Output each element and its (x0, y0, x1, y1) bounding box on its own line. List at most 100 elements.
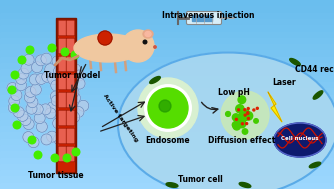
Circle shape (74, 78, 85, 89)
Bar (0, 25, 334, 32)
Circle shape (17, 110, 28, 121)
Bar (0, 38, 334, 45)
Circle shape (57, 116, 68, 127)
Circle shape (244, 110, 249, 115)
Circle shape (73, 106, 84, 118)
Ellipse shape (74, 34, 142, 62)
Bar (56, 18, 76, 173)
Circle shape (240, 115, 247, 122)
Circle shape (23, 132, 34, 143)
Circle shape (51, 95, 62, 106)
Circle shape (48, 74, 59, 85)
Circle shape (159, 100, 171, 112)
Bar (0, 145, 334, 152)
Circle shape (35, 55, 46, 66)
Circle shape (11, 71, 19, 79)
Circle shape (241, 118, 245, 123)
Bar (192, 15, 212, 21)
Circle shape (60, 112, 71, 123)
Bar (0, 176, 334, 183)
Text: Laser: Laser (272, 78, 296, 87)
Circle shape (238, 121, 245, 128)
Circle shape (244, 109, 246, 111)
FancyBboxPatch shape (66, 110, 75, 126)
Circle shape (42, 71, 53, 82)
Bar (0, 69, 334, 76)
Text: Active targeting: Active targeting (102, 93, 138, 143)
Circle shape (8, 86, 16, 94)
Circle shape (26, 103, 37, 114)
Bar (0, 113, 334, 120)
Text: CD44 receptor: CD44 receptor (295, 65, 334, 74)
Text: Tumor tissue: Tumor tissue (28, 171, 84, 180)
Circle shape (61, 48, 69, 56)
Bar (0, 139, 334, 145)
Circle shape (45, 64, 56, 75)
Circle shape (51, 154, 59, 162)
Circle shape (51, 80, 62, 91)
Circle shape (41, 134, 52, 145)
Circle shape (56, 70, 67, 81)
FancyBboxPatch shape (66, 128, 75, 144)
Bar (0, 76, 334, 82)
Polygon shape (239, 182, 251, 187)
Circle shape (53, 118, 64, 129)
Circle shape (73, 70, 85, 81)
FancyBboxPatch shape (66, 92, 75, 108)
Circle shape (53, 134, 64, 145)
Polygon shape (290, 58, 300, 66)
Circle shape (50, 91, 61, 102)
FancyBboxPatch shape (58, 20, 67, 36)
Circle shape (18, 56, 26, 64)
Text: Low pH: Low pH (218, 88, 250, 97)
Text: Tumor cell: Tumor cell (178, 175, 222, 184)
Polygon shape (268, 92, 282, 122)
Circle shape (63, 154, 71, 162)
Circle shape (56, 96, 67, 107)
FancyBboxPatch shape (58, 92, 67, 108)
Circle shape (70, 64, 81, 75)
Text: Cell nucleus: Cell nucleus (281, 136, 319, 140)
Circle shape (247, 112, 249, 114)
Circle shape (26, 46, 34, 54)
Circle shape (238, 96, 246, 104)
Circle shape (148, 88, 188, 128)
Circle shape (244, 112, 253, 120)
FancyBboxPatch shape (66, 38, 75, 54)
Circle shape (154, 46, 156, 48)
Circle shape (225, 112, 230, 116)
Bar (0, 120, 334, 126)
Bar (0, 82, 334, 89)
Ellipse shape (143, 30, 153, 38)
Circle shape (245, 123, 247, 125)
Circle shape (41, 53, 52, 64)
Bar (0, 132, 334, 139)
FancyBboxPatch shape (58, 56, 67, 72)
Circle shape (32, 104, 43, 115)
Circle shape (69, 112, 80, 123)
Circle shape (48, 44, 56, 52)
Circle shape (98, 31, 112, 45)
Circle shape (36, 121, 47, 132)
Text: Intravenous injection: Intravenous injection (162, 11, 254, 20)
Circle shape (8, 102, 19, 113)
Circle shape (23, 119, 34, 130)
Circle shape (232, 122, 238, 128)
Ellipse shape (145, 32, 151, 36)
FancyBboxPatch shape (186, 12, 221, 25)
Circle shape (11, 90, 22, 101)
Circle shape (243, 116, 248, 120)
Bar (0, 164, 334, 171)
Bar (0, 151, 334, 158)
Circle shape (122, 30, 154, 62)
Circle shape (71, 51, 79, 59)
Circle shape (31, 62, 42, 73)
Bar (0, 157, 334, 164)
Circle shape (235, 118, 237, 120)
Circle shape (34, 151, 42, 159)
Bar (0, 101, 334, 108)
Circle shape (256, 107, 258, 109)
Circle shape (253, 109, 255, 111)
Circle shape (240, 113, 245, 117)
Circle shape (65, 92, 76, 104)
